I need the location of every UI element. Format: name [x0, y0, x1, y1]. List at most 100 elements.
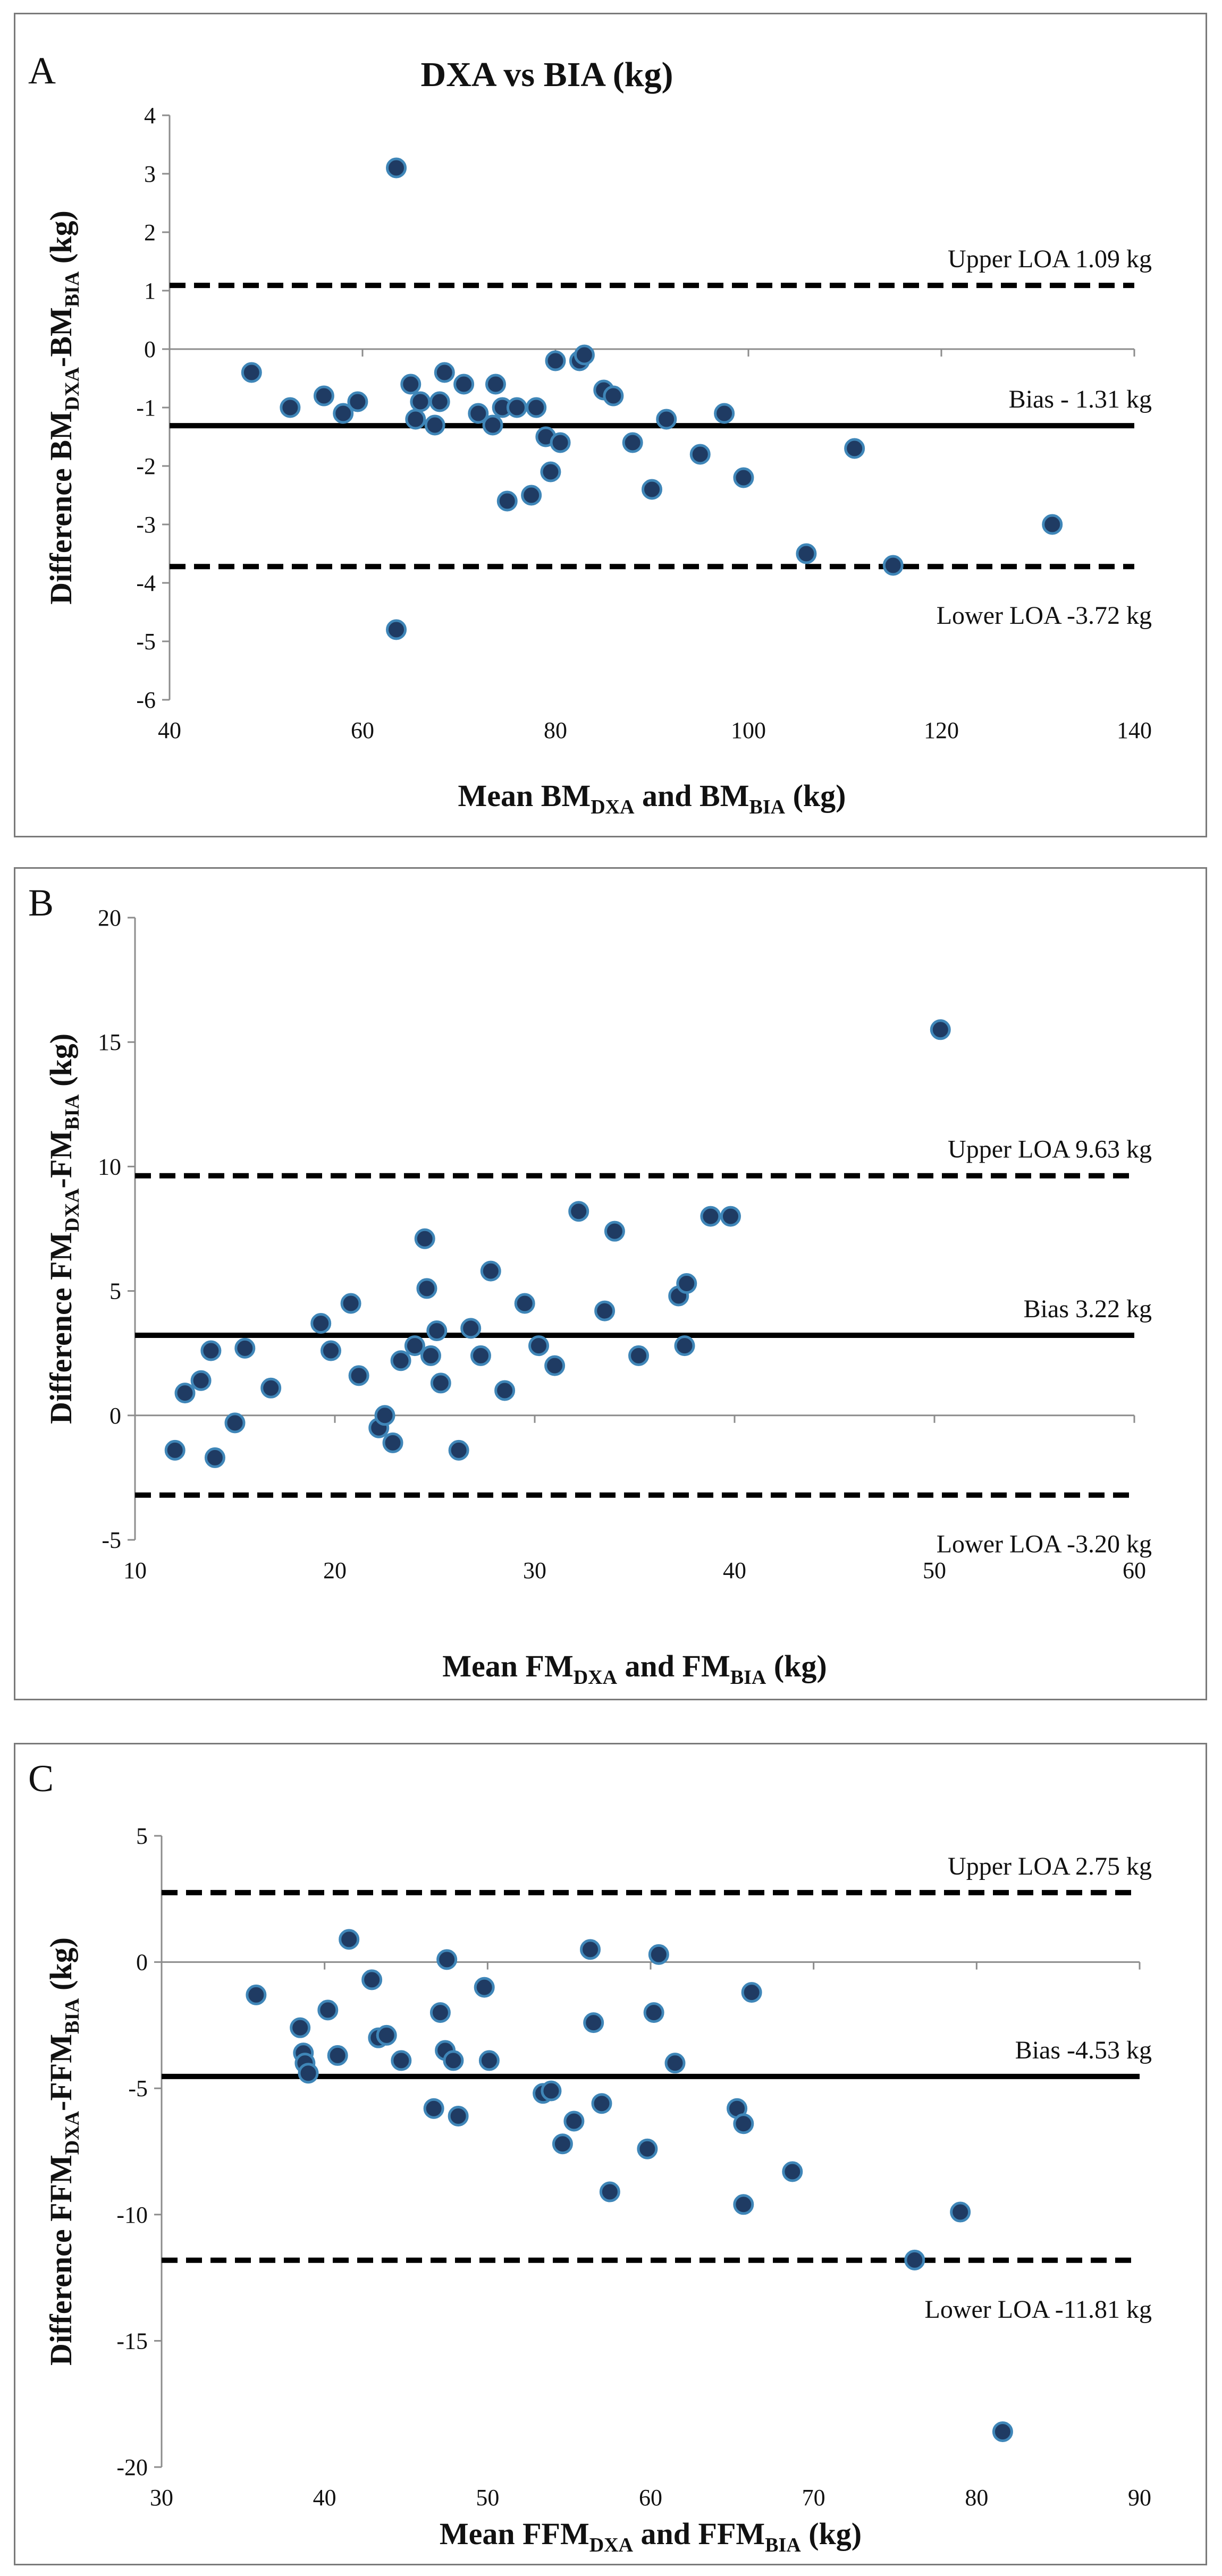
- data-point: [448, 2105, 469, 2126]
- data-point: [200, 1340, 222, 1361]
- x-tick-label: 80: [965, 2485, 988, 2511]
- data-point: [656, 409, 677, 430]
- y-tick-label: -1: [136, 395, 156, 421]
- data-point: [992, 2421, 1013, 2442]
- panel-letter: B: [28, 882, 54, 924]
- data-point: [400, 374, 422, 395]
- y-tick-label: -20: [116, 2454, 148, 2480]
- lower-loa-label: Lower LOA -3.20 kg: [937, 1530, 1152, 1558]
- data-point: [174, 1383, 196, 1404]
- data-point: [280, 397, 301, 418]
- data-point: [310, 1312, 332, 1334]
- data-point: [327, 2045, 348, 2066]
- x-tick-label: 140: [1117, 717, 1152, 743]
- x-tick-label: 40: [158, 717, 181, 743]
- y-tick-label: -3: [136, 512, 156, 538]
- data-point: [361, 1969, 383, 1990]
- data-point: [568, 1201, 589, 1222]
- chart-title: DXA vs BIA (kg): [421, 55, 673, 94]
- data-point: [580, 1939, 601, 1960]
- y-tick-label: 2: [144, 219, 156, 245]
- data-point: [434, 362, 455, 383]
- data-point: [603, 385, 624, 406]
- data-point: [414, 1228, 435, 1249]
- data-point: [241, 362, 262, 383]
- data-point: [930, 1019, 951, 1040]
- data-point: [528, 1335, 550, 1357]
- data-point: [844, 438, 865, 459]
- data-point: [521, 485, 542, 506]
- data-point: [700, 1206, 721, 1227]
- chart-c: C -20 -15 -10 -5 0 5 30 40 50 60 70 80 90 Upper LOA 2.…: [28, 1757, 1152, 2556]
- y-tick-label: -2: [136, 453, 156, 479]
- data-point: [448, 1439, 469, 1461]
- data-point: [453, 374, 475, 395]
- lower-loa-label: Lower LOA -11.81 kg: [925, 2295, 1152, 2324]
- y-tick-label: 15: [98, 1029, 121, 1055]
- data-point: [622, 432, 643, 453]
- data-point: [386, 619, 407, 640]
- data-point: [376, 2024, 397, 2046]
- data-point: [720, 1206, 741, 1227]
- data-point: [689, 444, 711, 465]
- data-point: [391, 2050, 412, 2071]
- data-point: [410, 391, 431, 412]
- x-tick-label: 80: [544, 717, 567, 743]
- data-point: [1042, 514, 1063, 535]
- data-point: [594, 1300, 616, 1321]
- x-tick-label: 100: [731, 717, 766, 743]
- data-point: [637, 2138, 658, 2159]
- y-tick-label: 4: [144, 103, 156, 129]
- y-tick-label: -6: [136, 687, 156, 713]
- data-point: [290, 2017, 311, 2038]
- data-point: [416, 1278, 437, 1299]
- data-point: [591, 2093, 612, 2114]
- data-point: [424, 414, 445, 436]
- data-point: [552, 2133, 573, 2155]
- y-tick-label: 1: [144, 278, 156, 304]
- data-point: [246, 1984, 267, 2005]
- data-point: [599, 2181, 620, 2202]
- x-tick-label: 30: [523, 1557, 546, 1583]
- data-point: [642, 479, 662, 500]
- data-point: [628, 1345, 650, 1366]
- y-axis-label: Difference FFMDXA-FFMBIA (kg): [44, 1937, 83, 2366]
- data-point: [426, 1320, 448, 1342]
- data-point: [317, 1999, 339, 2021]
- x-axis-label: Mean FMDXA and FMBIA (kg): [442, 1649, 827, 1689]
- data-point: [340, 1293, 361, 1314]
- data-point: [164, 1439, 186, 1461]
- x-tick-label: 70: [802, 2485, 825, 2511]
- data-point: [313, 385, 334, 406]
- data-point: [468, 403, 489, 424]
- data-point: [583, 2012, 604, 2033]
- data-point: [733, 2194, 754, 2215]
- y-axis-label: Difference BMDXA-BMBIA (kg): [44, 210, 83, 605]
- data-point: [480, 1260, 501, 1282]
- data-point: [474, 1977, 495, 1998]
- data-point: [478, 2050, 500, 2071]
- x-tick-label: 40: [723, 1557, 746, 1583]
- x-tick-label: 30: [150, 2485, 173, 2511]
- data-point: [664, 2053, 686, 2074]
- y-tick-label: -4: [136, 570, 156, 596]
- data-point: [430, 1372, 451, 1394]
- data-point: [674, 1335, 695, 1357]
- data-point: [190, 1370, 212, 1391]
- y-tick-label: 20: [98, 905, 121, 931]
- data-point: [604, 1221, 625, 1242]
- x-tick-label: 10: [123, 1557, 147, 1583]
- y-tick-label: 0: [144, 336, 156, 362]
- data-point: [643, 2002, 664, 2023]
- bias-label: Bias - 1.31 kg: [1009, 385, 1152, 413]
- data-point: [348, 1365, 369, 1386]
- y-tick-label: -10: [116, 2202, 148, 2228]
- data-point: [574, 344, 595, 366]
- data-point: [224, 1412, 246, 1434]
- data-point: [260, 1377, 282, 1399]
- data-point: [550, 432, 571, 453]
- data-point: [676, 1273, 697, 1294]
- data-point: [443, 2050, 464, 2071]
- panel-letter: A: [28, 49, 56, 92]
- data-point: [460, 1318, 482, 1339]
